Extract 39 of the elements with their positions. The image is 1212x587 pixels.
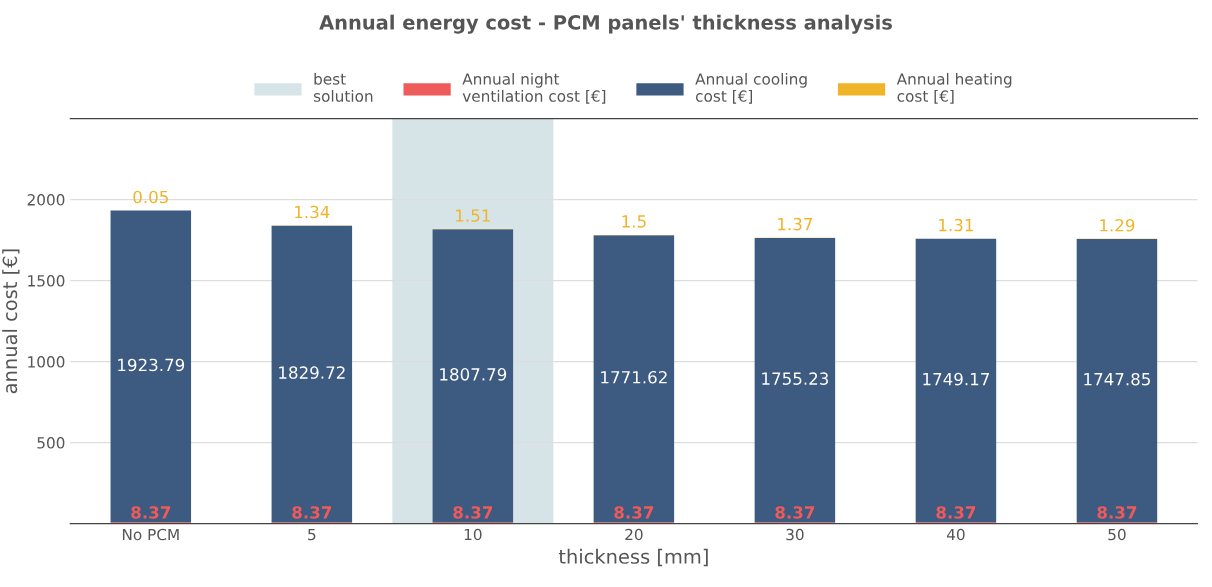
data-label: 1771.62 [601,370,667,384]
data-label: 1923.79 [118,358,185,372]
data-label: 1.5 [622,215,646,228]
data-label: 8.37 [453,506,493,519]
data-label: 1755.23 [762,372,829,385]
data-label: 8.37 [292,506,332,519]
y-tick-label: 1000 [28,356,65,368]
chart-title: Annual energy cost - PCM panels' thickness analysis [319,14,892,34]
data-label: 1829.72 [279,366,345,379]
data-label: 1749.17 [923,372,989,386]
data-label: 8.37 [936,506,976,519]
legend-label: Annual heating cost [€] [896,72,1012,104]
y-axis-title: annual cost [€] [2,249,20,394]
data-label: 1.51 [456,209,490,222]
data-label: 1.31 [939,218,973,232]
y-tick-label: 1500 [28,275,65,287]
x-axis-title: thickness [mm] [558,548,708,567]
legend-label: best solution [313,72,373,102]
legend-label: Annual cooling cost [€] [695,72,807,104]
y-tick-label: 2000 [27,194,65,206]
x-tick-label: 50 [1108,528,1126,541]
legend-label: Annual night ventilation cost [€] [462,72,606,104]
x-tick-label: 5 [308,528,316,541]
x-tick-label: 20 [625,528,643,541]
data-label: 0.05 [133,190,168,204]
data-label: 1.34 [295,205,330,219]
data-label: 8.37 [614,506,654,519]
x-tick-label: 40 [946,528,965,541]
data-label: 1.37 [778,217,813,231]
data-label: 1747.85 [1084,372,1150,386]
data-label: 1.29 [1100,218,1135,232]
data-label: 8.37 [131,506,171,519]
data-label: 8.37 [1097,506,1137,519]
x-tick-label: No PCM [122,528,179,541]
y-tick-label: 500 [37,437,65,449]
x-tick-label: 30 [786,528,804,541]
data-label: 8.37 [775,506,815,519]
data-label: 1807.79 [440,368,507,381]
x-tick-label: 10 [464,528,482,541]
